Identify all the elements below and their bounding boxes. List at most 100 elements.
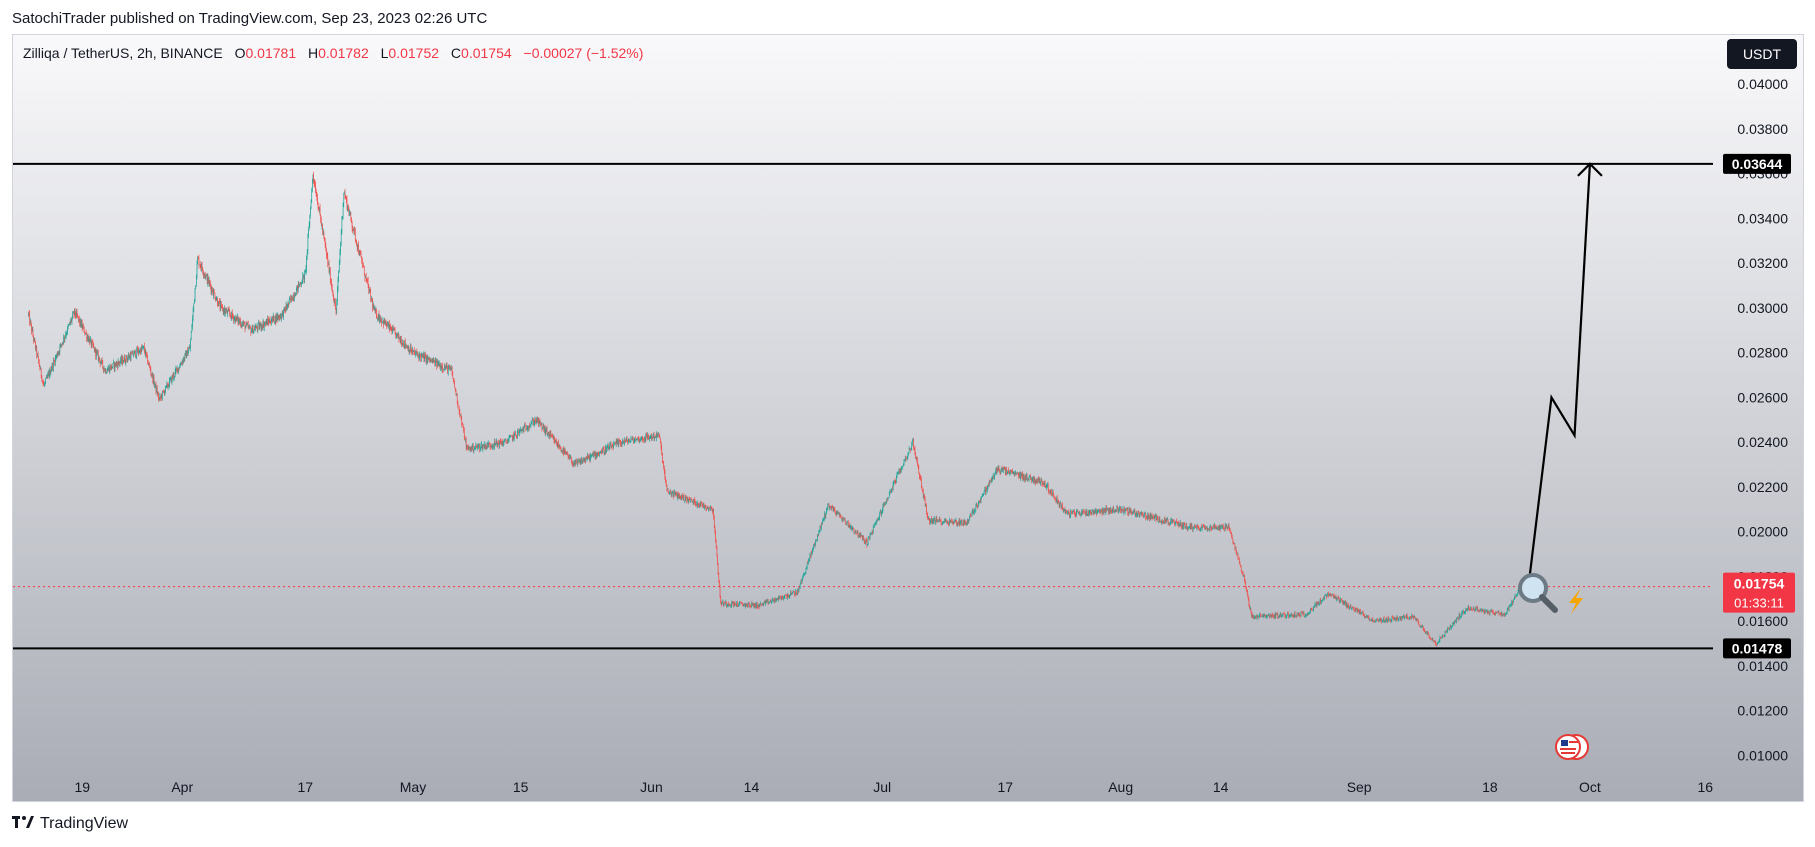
candle-body <box>1026 474 1028 481</box>
candle-body <box>356 240 357 246</box>
candle-body <box>37 354 39 357</box>
candle-body <box>453 379 455 382</box>
candle-body <box>101 360 102 363</box>
candle-body <box>333 295 334 301</box>
candle-body <box>531 420 533 423</box>
candle-body <box>730 605 732 607</box>
candle-body <box>1255 616 1256 618</box>
candle-body <box>572 464 573 465</box>
tradingview-footer[interactable]: TradingView <box>12 815 128 833</box>
candle-body <box>523 426 525 432</box>
candle-body <box>738 604 739 607</box>
candle-body <box>1383 618 1385 622</box>
candle-body <box>34 338 36 343</box>
candle-body <box>1491 609 1493 612</box>
candle-body <box>490 445 491 447</box>
candle-body <box>852 527 854 529</box>
candle-body <box>471 446 472 451</box>
candle-body <box>706 508 707 510</box>
candle-body <box>190 331 192 341</box>
candle-body <box>1332 594 1334 596</box>
candle-body <box>919 476 921 478</box>
candle-body <box>1371 619 1372 621</box>
candle-body <box>926 505 927 513</box>
candle-body <box>1490 611 1491 612</box>
candle-body <box>558 442 559 448</box>
candle-body <box>568 457 570 459</box>
candle-body <box>706 506 708 509</box>
candle-body <box>368 285 370 293</box>
time-tick-label: Aug <box>1108 779 1133 795</box>
candle-body <box>501 441 503 445</box>
candle-body <box>605 447 607 453</box>
candle-body <box>65 334 67 336</box>
candle-body <box>676 493 678 498</box>
candle-body <box>480 448 481 450</box>
candle-body <box>145 351 146 355</box>
candle-body <box>834 509 836 513</box>
candle-body <box>1224 528 1225 530</box>
candle-body <box>1088 511 1089 515</box>
candle-body <box>1030 479 1032 480</box>
candle-body <box>462 423 464 428</box>
candle-body <box>445 368 446 369</box>
candle-body <box>45 378 46 382</box>
candle-body <box>543 425 545 431</box>
candle-body <box>777 598 779 600</box>
candle-body <box>883 503 885 506</box>
candle-body <box>1472 607 1474 611</box>
candle-body <box>930 518 932 522</box>
candle-body <box>365 275 366 278</box>
time-axis[interactable]: 19 Apr 17 May 15 Jun 14 Jul 17 Aug 14 Sep 18 Oct 16 <box>74 779 1713 795</box>
candle-body <box>1007 470 1009 474</box>
candle-body <box>312 180 313 190</box>
candle-body <box>191 327 193 332</box>
candle-body <box>1438 640 1440 642</box>
candle-body <box>1110 508 1111 512</box>
candle-body <box>294 295 296 297</box>
candle-body <box>1216 526 1218 530</box>
chart-frame[interactable]: 0.010000.012000.014000.016000.018000.020… <box>12 34 1804 802</box>
candle-body <box>438 364 439 367</box>
candle-body <box>496 440 498 445</box>
candle-body <box>349 212 351 214</box>
candle-body <box>1067 512 1068 514</box>
candle-body <box>880 511 881 514</box>
candle-body <box>347 205 348 209</box>
candle-body <box>1005 469 1006 473</box>
candle-body <box>360 254 362 258</box>
candle-body <box>892 488 893 490</box>
candle-body <box>570 457 571 459</box>
candle-body <box>681 494 683 498</box>
candle-body <box>1447 628 1449 630</box>
candle-body <box>488 443 489 448</box>
candle-body <box>271 317 273 322</box>
candle-body <box>346 198 348 209</box>
candle-body <box>610 444 612 448</box>
candle-body <box>925 505 927 507</box>
candle-body <box>232 316 234 317</box>
price-chart[interactable]: 0.010000.012000.014000.016000.018000.020… <box>13 35 1804 802</box>
candle-body <box>954 520 955 522</box>
candle-body <box>1266 616 1268 617</box>
candle-body <box>1195 526 1196 528</box>
currency-button[interactable]: USDT <box>1727 39 1797 69</box>
candle-body <box>1178 521 1180 526</box>
candle-body <box>1064 509 1066 512</box>
candle-body <box>340 232 342 243</box>
candle-body <box>218 300 220 306</box>
candle-body <box>697 502 698 506</box>
candle-body <box>152 373 154 382</box>
candle-body <box>1012 472 1014 474</box>
candle-body <box>772 598 774 601</box>
candle-body <box>660 442 662 448</box>
candle-body <box>89 339 91 344</box>
candle-body <box>842 518 844 522</box>
candle-body <box>1484 610 1486 613</box>
candle-body <box>650 435 652 437</box>
candle-body <box>106 371 108 373</box>
symbol-label[interactable]: Zilliqa / TetherUS, 2h, BINANCE <box>23 45 223 61</box>
candle-body <box>1006 473 1008 475</box>
candle-body <box>1404 616 1405 619</box>
candle-body <box>1496 612 1497 614</box>
